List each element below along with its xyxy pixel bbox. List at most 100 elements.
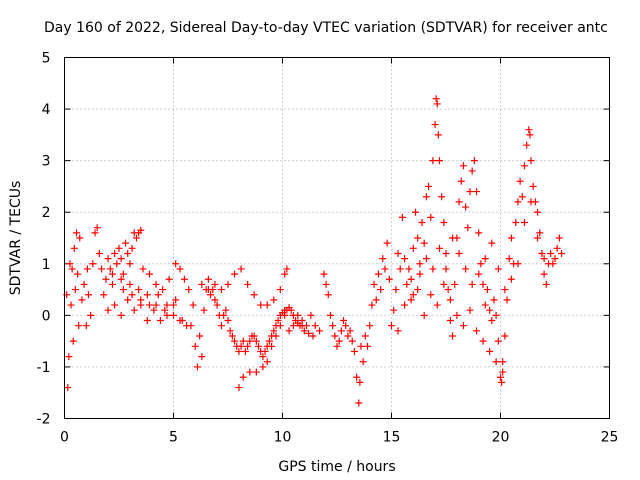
data-point [409,291,417,299]
data-point [128,244,136,252]
data-point [507,275,515,283]
data-point [69,337,77,345]
data-point [468,280,476,288]
data-point [78,296,86,304]
data-point [361,332,369,340]
data-point [111,301,119,309]
data-point [132,234,140,242]
chart-title: Day 160 of 2022, Sidereal Day-to-day VTE… [44,20,608,36]
data-point [108,270,116,278]
data-point [250,332,258,340]
data-point [204,275,212,283]
data-point [287,306,295,314]
data-point [353,373,361,381]
data-point [66,260,74,268]
data-point [163,301,171,309]
data-point [542,280,550,288]
data-point [224,317,232,325]
data-point [302,322,310,330]
data-point [420,239,428,247]
data-point [449,332,457,340]
data-point [377,286,385,294]
data-point [438,193,446,201]
data-point [246,368,254,376]
data-point [523,141,531,149]
data-point [527,198,535,206]
data-point [135,286,143,294]
data-point [146,301,154,309]
data-point [479,337,487,345]
data-point [434,131,442,139]
data-point [368,301,376,309]
data-point [344,332,352,340]
data-point [422,255,430,263]
data-point [425,182,433,190]
y-tick-label: 5 [42,51,51,67]
data-point [152,301,160,309]
data-point [427,213,435,221]
data-point [250,291,258,299]
data-point [442,265,450,273]
data-point [335,337,343,345]
data-point [231,337,239,345]
data-point [104,255,112,263]
data-point [457,177,465,185]
data-point [93,224,101,232]
data-point [100,291,108,299]
data-point [468,167,476,175]
data-point [488,239,496,247]
data-point [139,265,147,273]
data-point [337,327,345,335]
data-point [257,301,265,309]
data-point [356,378,364,386]
data-point [540,270,548,278]
data-point [477,260,485,268]
data-point [464,224,472,232]
data-point [143,291,151,299]
data-point [170,311,177,319]
data-point [501,286,509,294]
data-point [536,229,544,237]
data-point [442,249,450,257]
data-point [150,306,158,314]
data-point [159,286,167,294]
data-point [512,219,520,227]
data-point [281,311,289,319]
data-point [244,280,252,288]
data-point [252,337,260,345]
data-point [80,280,88,288]
data-point [255,342,263,350]
data-point [427,291,435,299]
data-point [374,270,382,278]
data-point [432,95,440,103]
data-point [446,317,454,325]
data-point [89,260,97,268]
data-point [91,229,99,237]
data-point [211,280,219,288]
data-point [379,255,387,263]
data-point [558,249,566,257]
data-point [74,270,82,278]
data-point [285,327,293,335]
data-point [529,182,537,190]
data-point [396,265,404,273]
y-tick-label: 2 [42,205,51,221]
data-point [486,306,494,314]
data-point [364,342,372,350]
data-point [272,332,280,340]
data-point [187,322,195,330]
data-point [553,244,561,252]
data-point [222,306,230,314]
data-point [119,286,127,294]
data-point [274,317,282,325]
data-point [204,286,212,294]
data-point [283,265,291,273]
data-point [189,301,197,309]
grid [64,57,610,419]
data-point [117,311,125,319]
data-point [211,296,219,304]
data-point [281,270,289,278]
data-point [462,265,470,273]
data-point [71,286,79,294]
data-point [224,280,232,288]
